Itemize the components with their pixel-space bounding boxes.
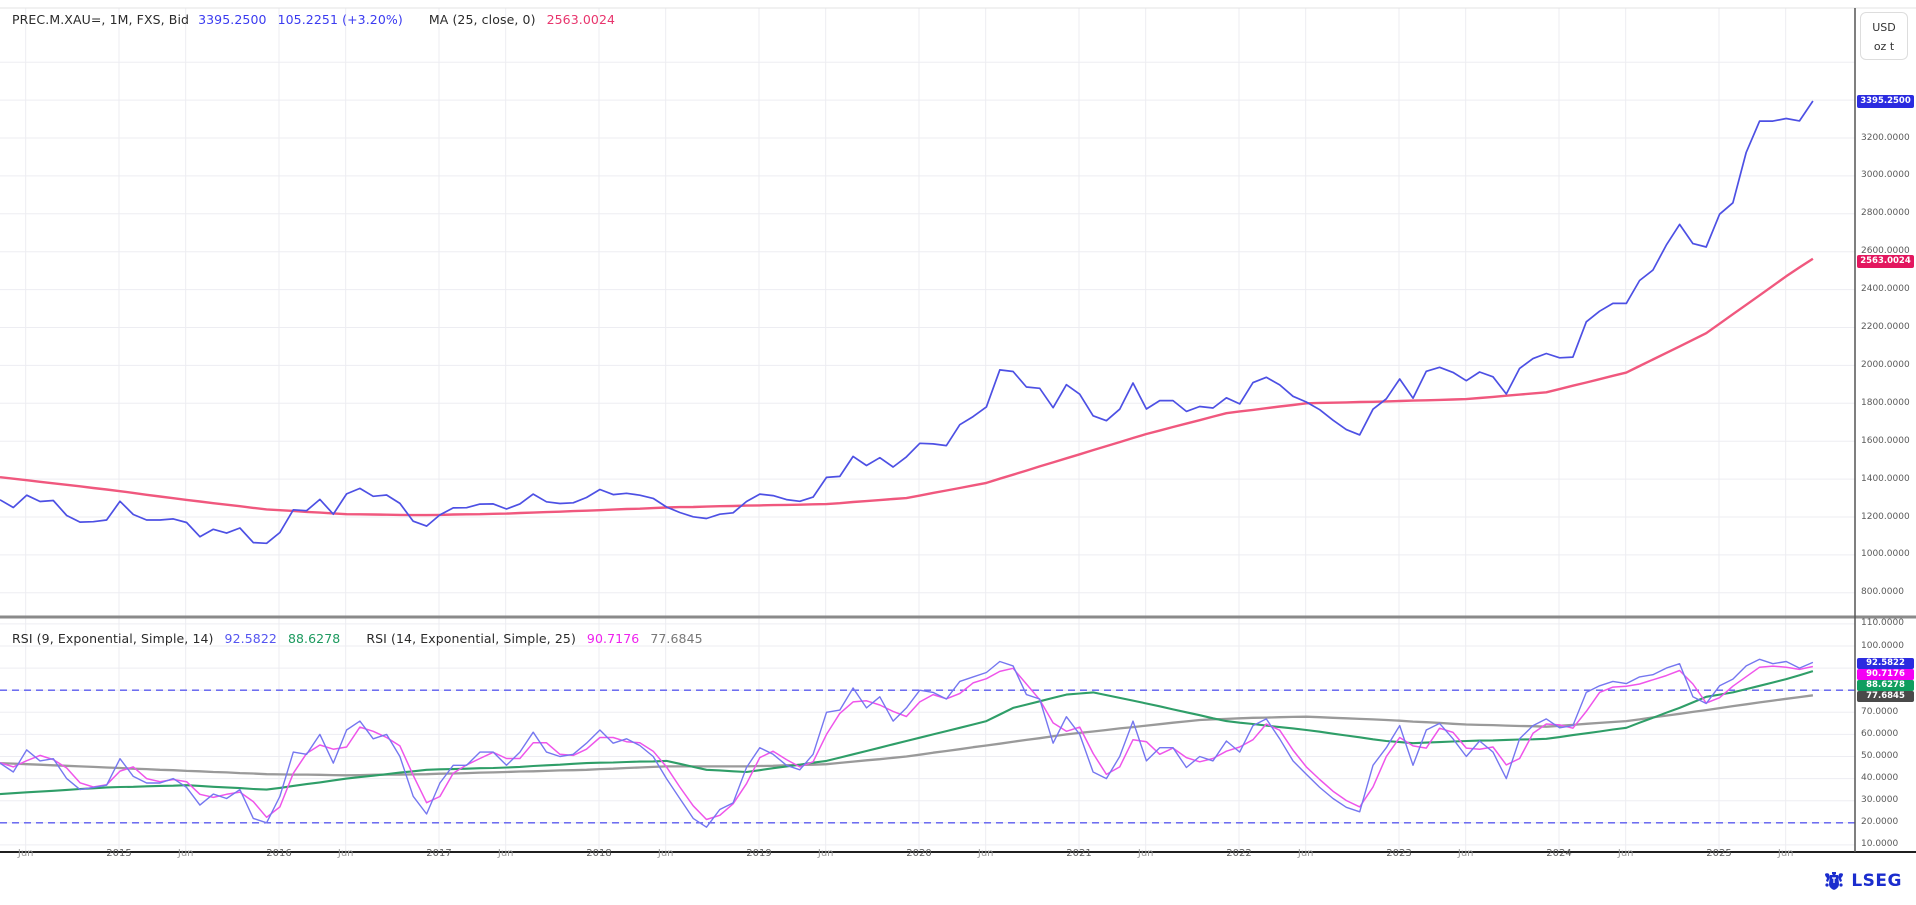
- price-axis-label: 1800.0000: [1861, 397, 1910, 408]
- last-price-badge: 3395.2500: [1857, 95, 1914, 108]
- lseg-crest-icon: [1825, 872, 1844, 890]
- price-axis-label: 2400.0000: [1861, 284, 1910, 295]
- time-axis-label: Jun: [1297, 848, 1314, 859]
- time-axis-label: 2022: [1226, 848, 1252, 859]
- axis-unit-measure: oz t: [1873, 40, 1895, 53]
- price-axis-label: 2600.0000: [1861, 246, 1910, 257]
- time-axis-label: Jun: [1617, 848, 1634, 859]
- time-axis-label: Jun: [657, 848, 674, 859]
- ma-price-badge: 2563.0024: [1857, 255, 1914, 268]
- time-axis-label: Jun: [17, 848, 34, 859]
- rsi-legend: RSI (9, Exponential, Simple, 14) 92.5822…: [12, 631, 703, 646]
- time-axis-label: 2023: [1386, 848, 1412, 859]
- time-axis-label: Jun: [1137, 848, 1154, 859]
- rsi-value-badge: 92.5822: [1857, 658, 1914, 669]
- price-legend: PREC.M.XAU=, 1M, FXS, Bid 3395.2500 105.…: [12, 12, 615, 27]
- rsi-value-badge: 90.7176: [1857, 669, 1914, 680]
- time-axis-label: Jun: [1777, 848, 1794, 859]
- axis-unit-currency: USD: [1872, 21, 1896, 34]
- rsi-axis-label: 50.0000: [1861, 751, 1899, 761]
- lseg-branding: LSEG: [1822, 869, 1902, 893]
- time-axis-label: 2025: [1706, 848, 1732, 859]
- rsi14-value: 90.7176: [586, 631, 640, 646]
- price-axis-label: 3200.0000: [1861, 132, 1910, 143]
- last-price-value: 3395.2500: [198, 12, 267, 27]
- rsi14-signal-value: 77.6845: [650, 631, 703, 646]
- price-axis-label: 1600.0000: [1861, 435, 1910, 446]
- rsi9-signal-value: 88.6278: [287, 631, 341, 646]
- rsi-axis-label: 60.0000: [1861, 728, 1899, 739]
- instrument-label[interactable]: PREC.M.XAU=, 1M, FXS, Bid: [12, 12, 190, 27]
- time-axis-label: 2020: [906, 848, 932, 859]
- time-axis-label: Jun: [177, 848, 194, 859]
- time-axis-label: Jun: [497, 848, 514, 859]
- rsi9-label[interactable]: RSI (9, Exponential, Simple, 14): [12, 631, 214, 646]
- rsi-axis-label: 100.0000: [1861, 640, 1904, 651]
- time-axis-label: 2015: [106, 848, 132, 859]
- time-axis-label: 2024: [1546, 848, 1572, 859]
- time-axis-label: Jun: [337, 848, 354, 859]
- rsi-value-badge: 88.6278: [1857, 680, 1914, 691]
- rsi-axis-label: 70.0000: [1861, 706, 1899, 717]
- rsi-axis-label: 40.0000: [1861, 773, 1899, 784]
- time-axis-label: Jun: [1457, 848, 1474, 859]
- price-axis-label: 1400.0000: [1861, 473, 1910, 484]
- time-axis-label: Jun: [977, 848, 994, 859]
- ma-value: 2563.0024: [546, 12, 616, 27]
- time-axis-label: 2017: [426, 848, 452, 859]
- price-axis-label: 1200.0000: [1861, 511, 1910, 522]
- price-axis-label: 800.0000: [1861, 587, 1904, 598]
- price-axis-label: 2000.0000: [1861, 359, 1910, 370]
- rsi-axis-label: 30.0000: [1861, 795, 1899, 806]
- lseg-logo-text: LSEG: [1851, 871, 1902, 891]
- rsi-axis-label: 110.0000: [1861, 618, 1904, 629]
- rsi-value-badge: 77.6845: [1857, 691, 1914, 702]
- rsi14-label[interactable]: RSI (14, Exponential, Simple, 25): [366, 631, 576, 646]
- price-axis-label: 2200.0000: [1861, 322, 1910, 332]
- time-axis-label: 2021: [1066, 848, 1092, 859]
- price-axis-label: 3000.0000: [1861, 170, 1910, 181]
- price-axis-label: 1000.0000: [1861, 549, 1910, 560]
- axis-unit-box[interactable]: USD oz t: [1860, 12, 1908, 60]
- price-axis-label: 2800.0000: [1861, 208, 1910, 219]
- ma-label[interactable]: MA (25, close, 0): [428, 12, 536, 27]
- rsi-axis-label: 20.0000: [1861, 817, 1899, 828]
- time-axis-label: 2019: [746, 848, 772, 859]
- rsi9-value: 92.5822: [224, 631, 277, 646]
- price-change-value: 105.2251 (+3.20%): [277, 12, 403, 27]
- time-axis-label: 2016: [266, 848, 292, 859]
- time-axis-label: Jun: [817, 848, 834, 859]
- time-axis-label: 2018: [586, 848, 612, 859]
- rsi-axis-label: 10.0000: [1861, 839, 1899, 850]
